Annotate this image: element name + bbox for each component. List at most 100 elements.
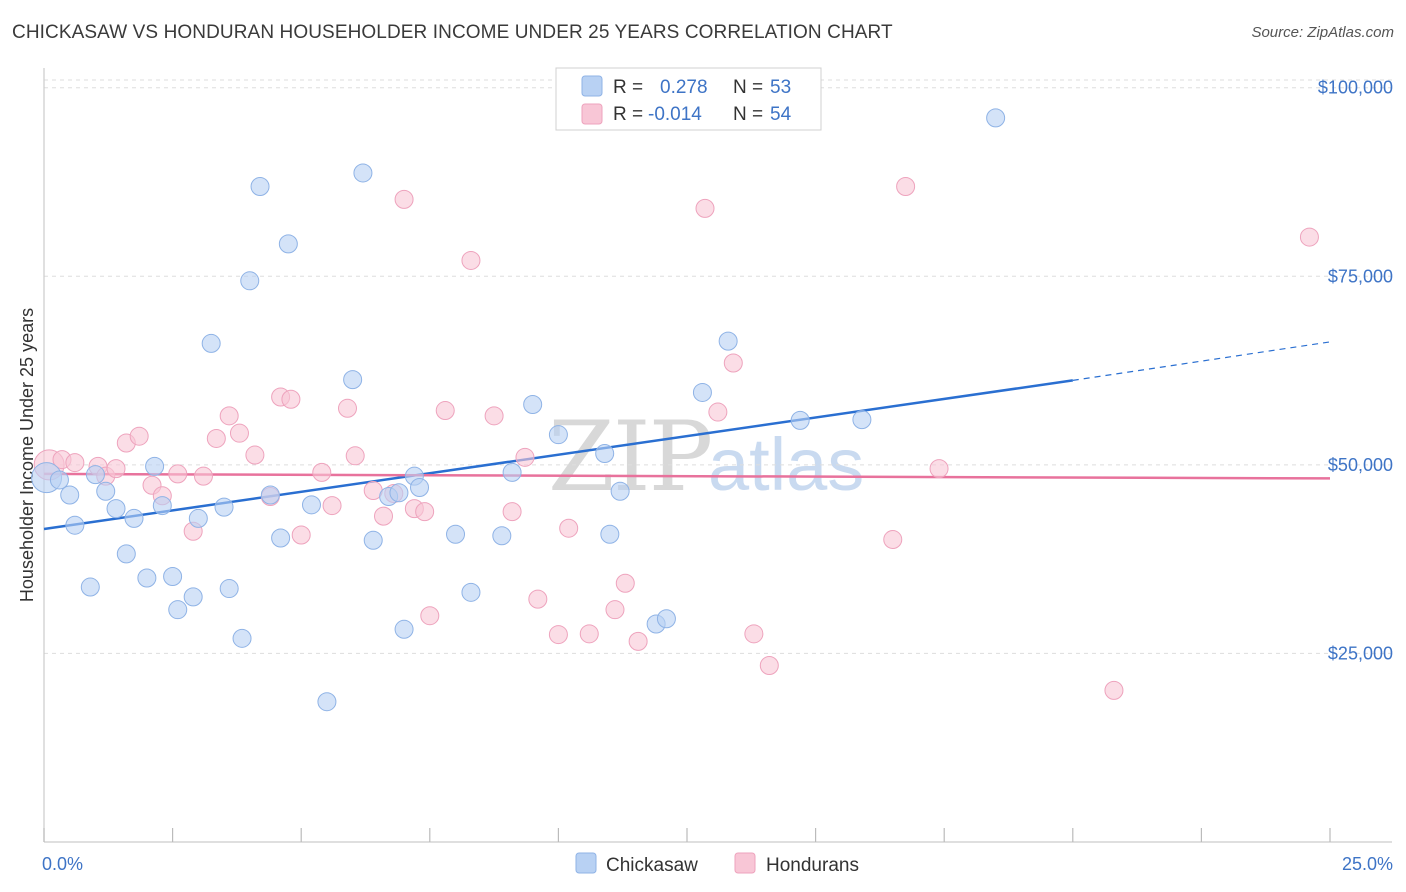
point-chickasaw-36 [446,524,466,544]
point-hondurans-53 [1299,227,1319,247]
series-legend: Chickasaw Hondurans [575,852,859,876]
point-hondurans-19 [281,389,301,409]
bottom-legend-swatch-hondurans [734,852,756,874]
legend-n-label-chickasaw: N = [733,77,763,98]
series-chickasaw [31,108,1006,712]
point-hondurans-10 [168,464,188,484]
point-hondurans-40 [579,624,599,644]
point-hondurans-35 [502,502,522,522]
point-chickasaw-4 [80,577,100,597]
point-chickasaw-6 [96,481,116,501]
point-chickasaw-32 [389,483,409,503]
point-hondurans-51 [929,459,949,479]
point-hondurans-48 [759,655,779,675]
point-chickasaw-41 [548,425,568,445]
y-tick-label-1: $50,000 [1328,455,1393,475]
point-chickasaw-19 [219,579,239,599]
point-hondurans-23 [337,398,357,418]
point-hondurans-26 [374,506,394,526]
trend-line-chickasaw-projection [1072,341,1331,381]
watermark-atlas: atlas [708,423,864,506]
point-chickasaw-21 [240,271,260,291]
point-chickasaw-43 [600,524,620,544]
y-tick-label-0: $25,000 [1328,643,1393,663]
legend-r-label-hondurans: R = [613,104,643,125]
point-hondurans-45 [708,402,728,422]
source-label: Source: ZipAtlas.com [1251,24,1394,41]
point-chickasaw-33 [394,619,414,639]
point-chickasaw-28 [343,370,363,390]
legend-n-value-chickasaw: 53 [770,77,791,98]
point-chickasaw-38 [492,526,512,546]
point-chickasaw-14 [168,600,188,620]
point-chickasaw-42 [595,444,615,464]
bottom-legend-hondurans: Hondurans [766,855,859,876]
point-chickasaw-2 [60,485,80,505]
legend-n-value-hondurans: 54 [770,104,792,125]
point-chickasaw-25 [278,234,298,254]
point-hondurans-38 [548,625,568,645]
point-chickasaw-1 [49,470,69,490]
bottom-legend-swatch-chickasaw [575,852,597,874]
point-hondurans-52 [1104,680,1124,700]
point-hondurans-47 [744,624,764,644]
legend-r-value-hondurans: -0.014 [648,104,702,125]
point-chickasaw-50 [852,410,872,430]
y-axis-label: Householder Income Under 25 years [17,308,37,602]
point-chickasaw-11 [145,456,165,476]
point-hondurans-5 [106,459,126,479]
point-hondurans-42 [615,573,635,593]
point-hondurans-12 [193,466,213,486]
point-hondurans-49 [883,530,903,550]
point-chickasaw-3 [65,515,85,535]
point-chickasaw-26 [301,495,321,515]
point-hondurans-21 [312,462,332,482]
legend-r-value-chickasaw: 0.278 [660,77,708,98]
axis-ticks: $25,000 $50,000 $75,000 $100,000 0.0% 25.0% [42,78,1393,874]
point-chickasaw-22 [250,177,270,197]
point-hondurans-24 [345,446,365,466]
point-hondurans-15 [229,423,249,443]
trend-line-hondurans [43,472,1331,480]
legend-swatch-chickasaw [581,75,603,97]
point-chickasaw-30 [363,530,383,550]
point-hondurans-34 [484,406,504,426]
point-chickasaw-15 [183,587,203,607]
point-hondurans-33 [461,250,481,270]
chart-title: CHICKASAW VS HONDURAN HOUSEHOLDER INCOME… [12,22,893,43]
point-chickasaw-35 [410,477,430,497]
point-chickasaw-18 [214,497,234,517]
point-hondurans-32 [435,401,455,421]
point-chickasaw-20 [232,628,252,648]
point-hondurans-50 [896,177,916,197]
legend-r-label-chickasaw: R = [613,77,643,98]
grid-lines [44,79,1392,654]
point-hondurans-37 [528,589,548,609]
point-chickasaw-17 [201,333,221,353]
point-hondurans-31 [420,606,440,626]
point-chickasaw-5 [85,465,105,485]
point-chickasaw-10 [137,568,157,588]
point-chickasaw-48 [718,331,738,351]
y-tick-label-2: $75,000 [1328,266,1393,286]
point-hondurans-13 [206,428,226,448]
point-chickasaw-44 [610,481,630,501]
point-hondurans-14 [219,406,239,426]
point-hondurans-30 [415,502,435,522]
point-hondurans-16 [245,445,265,465]
point-chickasaw-39 [502,462,522,482]
point-chickasaw-27 [317,692,337,712]
point-chickasaw-37 [461,582,481,602]
point-chickasaw-16 [188,508,208,528]
point-hondurans-41 [605,600,625,620]
point-hondurans-36 [515,447,535,467]
point-hondurans-22 [322,496,342,516]
point-hondurans-43 [628,631,648,651]
point-hondurans-28 [394,189,414,209]
point-chickasaw-9 [124,508,144,528]
point-hondurans-44 [695,198,715,218]
point-hondurans-2 [65,453,85,473]
point-chickasaw-24 [271,528,291,548]
point-hondurans-20 [291,525,311,545]
